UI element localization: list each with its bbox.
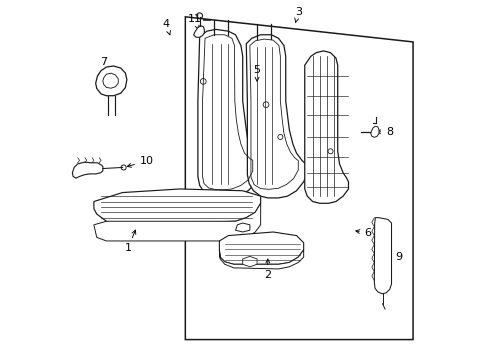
Polygon shape	[72, 162, 102, 178]
Text: 5: 5	[253, 64, 260, 81]
Text: 6: 6	[355, 228, 371, 238]
Text: 8: 8	[376, 127, 392, 137]
Text: 2: 2	[264, 259, 271, 280]
Polygon shape	[94, 189, 260, 225]
Text: 1: 1	[124, 230, 136, 253]
Polygon shape	[304, 51, 348, 203]
Polygon shape	[373, 218, 391, 294]
Text: 3: 3	[294, 7, 301, 23]
Polygon shape	[219, 232, 303, 264]
Polygon shape	[193, 26, 204, 37]
Polygon shape	[198, 30, 260, 198]
Text: 11: 11	[187, 14, 202, 30]
Polygon shape	[246, 35, 306, 198]
Polygon shape	[219, 250, 303, 269]
Text: 10: 10	[127, 156, 154, 167]
Polygon shape	[235, 223, 249, 232]
Text: 7: 7	[100, 57, 110, 78]
Polygon shape	[242, 256, 257, 267]
Polygon shape	[96, 66, 126, 96]
Polygon shape	[370, 126, 378, 137]
Text: 4: 4	[163, 19, 170, 35]
Polygon shape	[94, 203, 260, 241]
Text: 9: 9	[385, 252, 402, 262]
